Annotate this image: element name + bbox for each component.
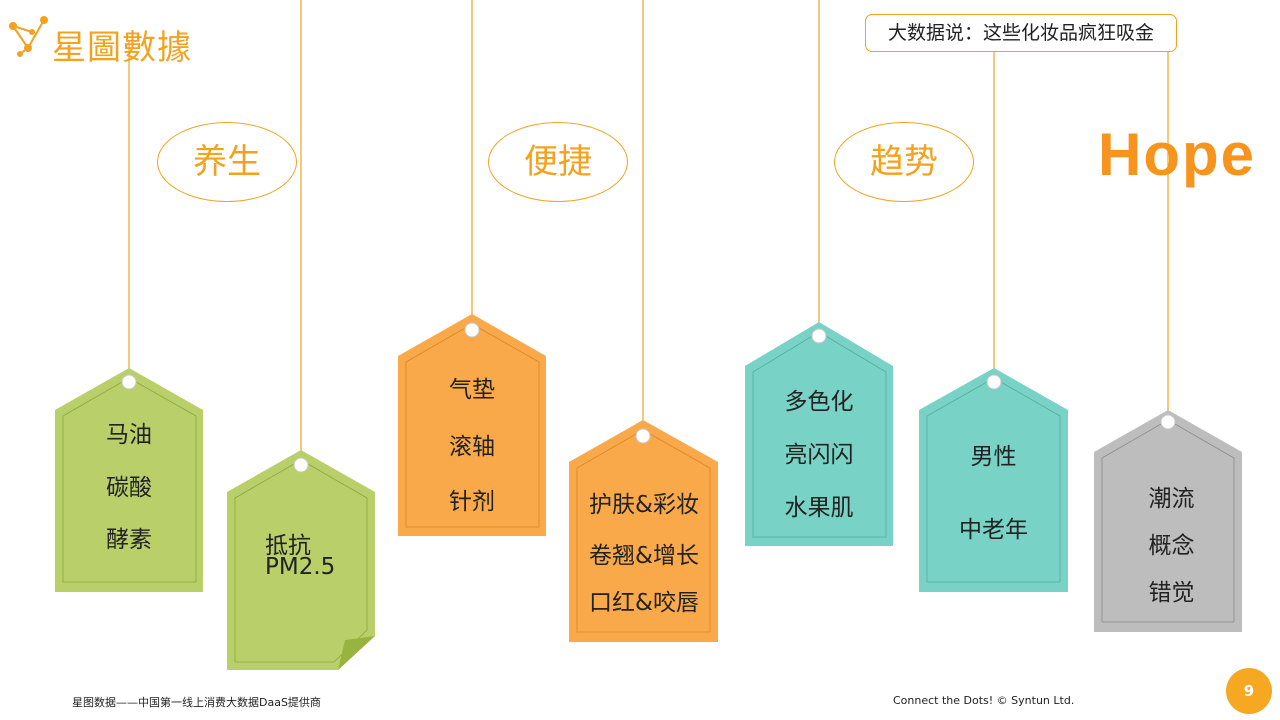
tag-4-line-1: 护肤&彩妆 <box>589 492 699 518</box>
tag-7-line-1: 潮流 <box>1148 486 1195 512</box>
tag-5-line-3: 水果肌 <box>784 495 854 521</box>
tag-2-shape <box>227 450 375 670</box>
tag-2-line-2: PM2.5 <box>265 554 336 580</box>
tag-1-shape <box>55 368 203 592</box>
tag-2-line-1: 抵抗 <box>265 533 311 559</box>
tag-5-line-1: 多色化 <box>784 389 854 415</box>
tag-5-shape <box>745 322 893 546</box>
tag-3-line-2: 滚轴 <box>449 434 495 460</box>
tag-1-line-2: 碳酸 <box>106 475 152 501</box>
category-health: 养生 <box>157 122 297 202</box>
tag-3-shape <box>398 314 546 536</box>
tag-5-line-2: 亮闪闪 <box>784 442 854 468</box>
brand-name: 星圖數據 <box>52 28 192 68</box>
tag-3-line-3: 针剂 <box>449 489 495 515</box>
tag-7-line-3: 错觉 <box>1148 580 1195 606</box>
tag-6-line-2: 中老年 <box>959 517 1028 543</box>
tag-6-shape <box>919 368 1068 592</box>
tag-6-line-1: 男性 <box>970 444 1017 470</box>
category-hope: Hope <box>1098 121 1256 188</box>
tag-7-shape <box>1094 410 1242 632</box>
category-trend: 趋势 <box>834 122 974 202</box>
tag-4-line-3: 口红&咬唇 <box>589 590 699 616</box>
tag-7-line-2: 概念 <box>1148 533 1195 559</box>
tag-1-line-1: 马油 <box>106 422 152 448</box>
headline: 大数据说：这些化妆品疯狂吸金 <box>865 14 1177 52</box>
footer-copyright: Connect the Dots! © Syntun Ltd. <box>893 694 1075 707</box>
tag-4-line-2: 卷翘&增长 <box>589 543 699 569</box>
tag-3-line-1: 气垫 <box>449 377 495 403</box>
brand-logo-icon <box>9 16 48 57</box>
tag-4-shape <box>569 420 718 642</box>
footer-tagline: 星图数据——中国第一线上消费大数据DaaS提供商 <box>72 696 321 709</box>
category-convenience: 便捷 <box>488 122 628 202</box>
tag-1-line-3: 酵素 <box>106 527 152 553</box>
page-number-badge: 9 <box>1226 668 1272 714</box>
